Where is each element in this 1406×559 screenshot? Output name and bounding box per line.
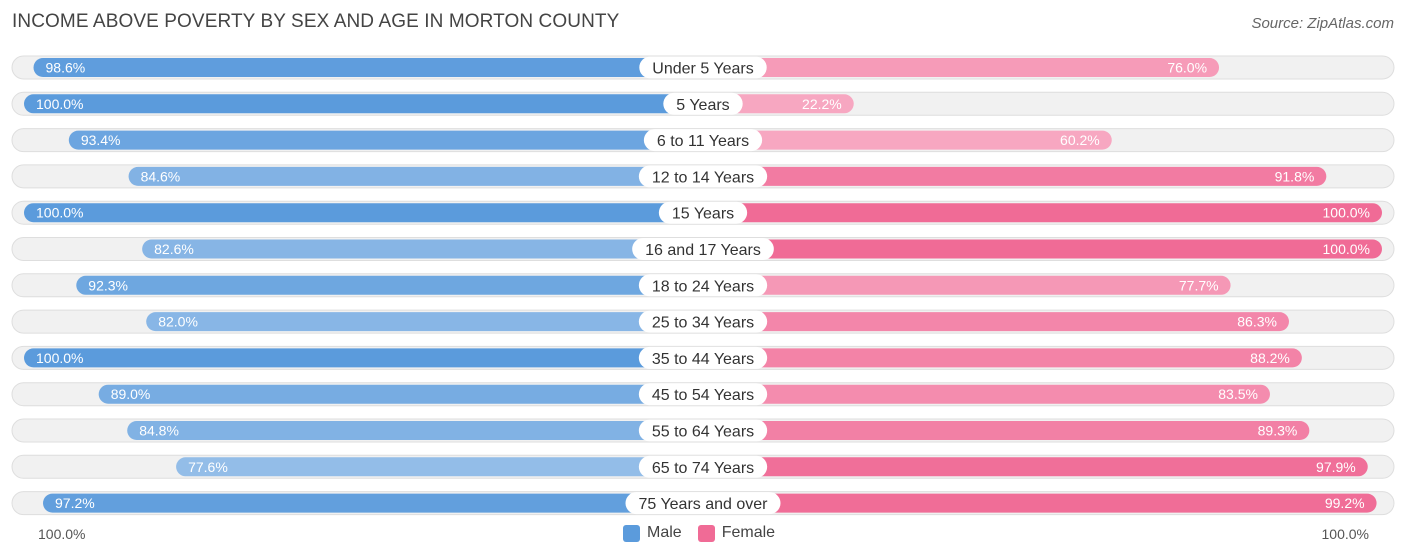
value-female-18-to-24-years: 77.7% [1179, 277, 1219, 293]
category-label-55-to-64-years: 55 to 64 Years [652, 424, 754, 441]
bar-male-35-to-44-years [24, 348, 703, 368]
value-male-6-to-11-years: 93.4% [81, 132, 121, 148]
value-female-75-years-and-over: 99.2% [1325, 495, 1365, 511]
value-male-65-to-74-years: 77.6% [188, 459, 228, 475]
bar-female-16-and-17-years [703, 239, 1382, 259]
bar-female-25-to-34-years [703, 312, 1289, 332]
value-female-6-to-11-years: 60.2% [1060, 132, 1100, 148]
category-pill-35-to-44-years [638, 346, 768, 369]
category-pill-16-and-17-years [632, 238, 774, 260]
category-label-18-to-24-years: 18 to 24 Years [652, 278, 754, 295]
bar-male-18-to-24-years [76, 275, 703, 295]
legend-item-male: Male [623, 524, 682, 542]
category-label-16-and-17-years: 16 and 17 Years [645, 242, 761, 259]
bar-female-55-to-64-years [703, 421, 1310, 440]
source-label: Source: ZipAtlas.com [1251, 15, 1394, 32]
bar-female-65-to-74-years [703, 457, 1368, 477]
value-male-12-to-14-years: 84.6% [141, 168, 181, 184]
chart-title: INCOME ABOVE POVERTY BY SEX AND AGE IN M… [12, 11, 620, 32]
category-pill-25-to-34-years [638, 310, 768, 333]
category-pill-15-years [658, 201, 748, 224]
category-pill-55-to-64-years [638, 419, 768, 442]
bar-male-65-to-74-years [176, 457, 703, 477]
legend-swatch-female [697, 524, 715, 542]
category-pill-12-to-14-years [638, 165, 768, 188]
value-male-35-to-44-years: 100.0% [36, 350, 83, 366]
legend-item-female: Female [697, 524, 776, 542]
value-female-15-years: 100.0% [1323, 205, 1370, 221]
category-pill-65-to-74-years [638, 455, 768, 478]
bar-female-under-5-years [703, 58, 1220, 77]
value-male-under-5-years: 98.6% [46, 60, 86, 76]
bar-female-12-to-14-years [703, 166, 1327, 186]
value-male-75-years-and-over: 97.2% [55, 495, 95, 511]
category-label-12-to-14-years: 12 to 14 Years [652, 169, 754, 186]
bar-male-55-to-64-years [127, 421, 703, 440]
category-label-45-to-54-years: 45 to 54 Years [652, 387, 754, 404]
value-female-12-to-14-years: 91.8% [1275, 168, 1315, 184]
value-male-25-to-34-years: 82.0% [158, 314, 198, 330]
value-male-5-years: 100.0% [36, 96, 83, 112]
value-female-under-5-years: 76.0% [1167, 60, 1207, 76]
bar-male-under-5-years [33, 58, 704, 77]
bar-female-15-years [703, 203, 1382, 223]
category-pill-18-to-24-years [638, 274, 768, 297]
value-male-18-to-24-years: 92.3% [88, 277, 128, 293]
value-female-16-and-17-years: 100.0% [1323, 241, 1370, 257]
category-pill-75-years-and-over [625, 492, 781, 515]
bar-female-18-to-24-years [703, 275, 1231, 295]
bar-female-35-to-44-years [703, 348, 1302, 368]
legend: Male Female [623, 524, 791, 542]
category-pill-under-5-years [639, 56, 767, 79]
category-label-35-to-44-years: 35 to 44 Years [652, 351, 754, 368]
value-male-55-to-64-years: 84.8% [139, 423, 179, 439]
legend-label-male: Male [647, 524, 682, 541]
bar-male-16-and-17-years [142, 239, 703, 259]
chart-canvas: 98.6% 76.0% Under 5 Years 100.0% 22.2% 5 Year… [11, 55, 1395, 516]
bar-female-75-years-and-over [703, 493, 1377, 513]
bar-male-5-years [24, 94, 703, 114]
value-male-45-to-54-years: 89.0% [111, 386, 151, 402]
category-label-65-to-74-years: 65 to 74 Years [652, 460, 754, 477]
bar-male-75-years-and-over [43, 493, 703, 513]
axis-right-label: 100.0% [1321, 526, 1369, 542]
bar-male-12-to-14-years [128, 166, 704, 186]
axis-left-label: 100.0% [38, 526, 86, 542]
value-female-55-to-64-years: 89.3% [1258, 423, 1298, 439]
category-label-25-to-34-years: 25 to 34 Years [652, 315, 754, 332]
value-female-45-to-54-years: 83.5% [1218, 386, 1258, 402]
value-male-15-years: 100.0% [36, 205, 83, 221]
bar-female-45-to-54-years [703, 384, 1270, 404]
category-pill-6-to-11-years [643, 129, 763, 152]
bar-male-6-to-11-years [68, 130, 703, 150]
category-pill-5-years [663, 92, 743, 115]
value-female-5-years: 22.2% [802, 96, 842, 112]
value-female-25-to-34-years: 86.3% [1237, 314, 1277, 330]
category-label-under-5-years: Under 5 Years [652, 61, 753, 78]
value-female-35-to-44-years: 88.2% [1250, 350, 1290, 366]
bar-male-25-to-34-years [146, 312, 704, 332]
bar-male-15-years [24, 203, 703, 223]
bar-female-6-to-11-years [703, 130, 1112, 150]
legend-label-female: Female [721, 524, 776, 541]
category-label-5-years: 5 Years [676, 97, 729, 114]
bar-male-45-to-54-years [98, 384, 703, 404]
category-pill-45-to-54-years [638, 383, 768, 406]
category-label-6-to-11-years: 6 to 11 Years [657, 133, 749, 150]
category-label-15-years: 15 Years [672, 206, 734, 223]
value-male-16-and-17-years: 82.6% [154, 241, 194, 257]
legend-swatch-male [623, 524, 640, 542]
value-female-65-to-74-years: 97.9% [1316, 459, 1356, 475]
category-label-75-years-and-over: 75 Years and over [639, 496, 769, 513]
